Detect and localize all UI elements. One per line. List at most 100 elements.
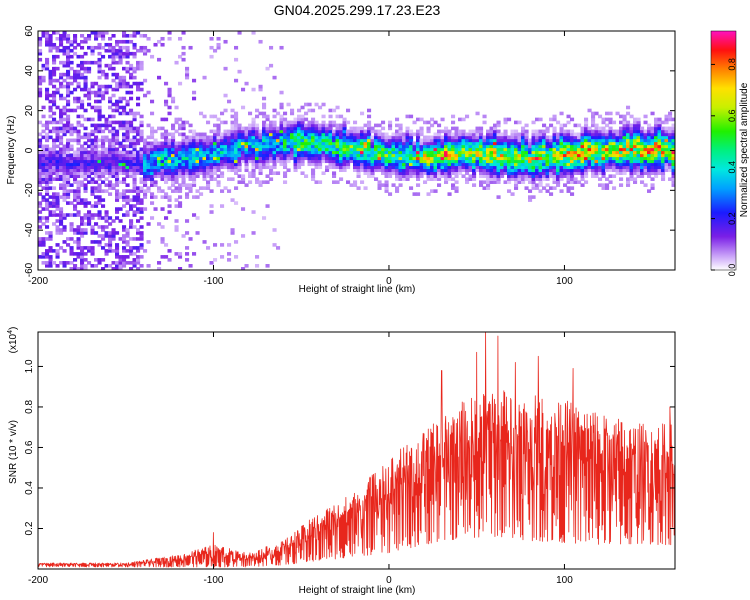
spectrogram-cell [573, 177, 578, 181]
spectrogram-cell [164, 117, 169, 122]
spectrogram-cell [419, 159, 424, 164]
spectrogram-cell [398, 156, 403, 161]
spectrogram-cell [318, 105, 323, 110]
spectrogram-cell [153, 168, 158, 173]
spectrogram-cell [528, 195, 533, 199]
spectrogram-cell [437, 183, 442, 187]
spectrogram-cell [80, 39, 85, 44]
spectrogram-cell [104, 138, 109, 143]
spectrogram-cell [97, 111, 102, 116]
spectrogram-cell [209, 177, 214, 181]
spectrogram-cell [160, 36, 165, 41]
spectrogram-cell [363, 156, 368, 161]
spectrogram-cell [97, 174, 102, 178]
spectrogram-cell [136, 207, 141, 211]
spectrogram-cell [153, 180, 158, 184]
spectrogram-cell [220, 243, 225, 247]
spectrogram-cell [157, 156, 162, 161]
spectrogram-cell [622, 126, 627, 131]
spectrogram-cell [517, 153, 522, 158]
spectrogram-cell [657, 156, 662, 161]
spectrogram-cell [608, 147, 613, 152]
spectrogram-cell [171, 96, 176, 101]
spectrogram-cell [234, 129, 239, 134]
spectrogram-cell [566, 177, 571, 181]
spectrogram-cell [454, 174, 459, 178]
spectrogram-cell [230, 159, 235, 164]
spectrogram-cell [118, 96, 123, 101]
spectrogram-cell [129, 108, 134, 113]
spectrogram-cell [104, 75, 109, 80]
spectrogram-cell [325, 129, 330, 134]
spectrogram-cell [41, 186, 46, 190]
spectrogram-cell [87, 87, 92, 92]
spectrogram-cell [115, 255, 120, 259]
spectrogram-cell [538, 153, 543, 158]
spectrogram-cell [251, 132, 256, 137]
spectrogram-cell [545, 168, 550, 173]
spectrogram-cell [493, 171, 498, 175]
spectrogram-cell [52, 192, 57, 196]
spectrogram-cell [48, 162, 53, 167]
spectrogram-cell [139, 225, 144, 229]
spectrogram-cell [248, 144, 253, 149]
spectrogram-cell [423, 180, 428, 184]
spectrogram-cell [395, 189, 400, 193]
spectrogram-cell [419, 168, 424, 173]
spectrogram-cell [220, 141, 225, 146]
spectrogram-cell [433, 165, 438, 170]
spectrogram-cell [328, 138, 333, 143]
spectrogram-cell [612, 162, 617, 167]
spectrogram-cell [297, 114, 302, 119]
spectrogram-cell [524, 171, 529, 175]
spectrogram-cell [115, 162, 120, 167]
spectrogram-cell [90, 31, 95, 35]
spectrogram-cell [213, 150, 218, 155]
spectrogram-cell [230, 147, 235, 152]
spectrogram-cell [360, 138, 365, 143]
spectrogram-cell [269, 63, 274, 68]
spectrogram-cell [272, 120, 277, 125]
spectrogram-cell [66, 192, 71, 196]
spectrogram-cell [633, 141, 638, 146]
spectrogram-cell [195, 171, 200, 175]
spectrogram-cell [671, 165, 675, 170]
spectrogram-cell [76, 63, 81, 68]
spectrogram-cell [104, 213, 109, 217]
spectrogram-cell [524, 168, 529, 173]
spectrogram-cell [591, 123, 596, 128]
spectrogram-cell [573, 147, 578, 152]
spectrogram-cell [332, 123, 337, 128]
spectrogram-cell [125, 174, 130, 178]
spectrogram-cell [661, 156, 666, 161]
spectrogram-cell [531, 147, 536, 152]
spectrogram-cell [657, 132, 662, 137]
spectrogram-cell [62, 129, 67, 134]
spectrogram-cell [73, 231, 78, 235]
spectrogram-cell [174, 225, 179, 229]
spectrogram-cell [297, 138, 302, 143]
spectrogram-cell [346, 156, 351, 161]
spectrogram-cell [286, 129, 291, 134]
spectrogram-cell [192, 183, 197, 187]
spectrogram-cell [174, 156, 179, 161]
spectrogram-cell [167, 210, 172, 214]
spectrogram-cell [59, 228, 64, 232]
spectrogram-cell [45, 171, 50, 175]
spectrogram-cell [591, 171, 596, 175]
spectrogram-cell [62, 123, 67, 128]
spectrogram-cell [549, 156, 554, 161]
spectrogram-cell [272, 243, 277, 247]
spectrogram-cell [440, 153, 445, 158]
colorbar-tick-label: 0.6 [727, 110, 737, 123]
spectrogram-cell [398, 159, 403, 164]
spectrogram-cell [454, 147, 459, 152]
spectrogram-cell [447, 162, 452, 167]
spectrogram-cell [482, 171, 487, 175]
spectrogram-cell [633, 120, 638, 125]
spectrogram-cell [657, 168, 662, 173]
spectrogram-cell [468, 165, 473, 170]
spectrogram-cell [188, 135, 193, 140]
spectrogram-cell [594, 171, 599, 175]
spectrogram-cell [45, 192, 50, 196]
